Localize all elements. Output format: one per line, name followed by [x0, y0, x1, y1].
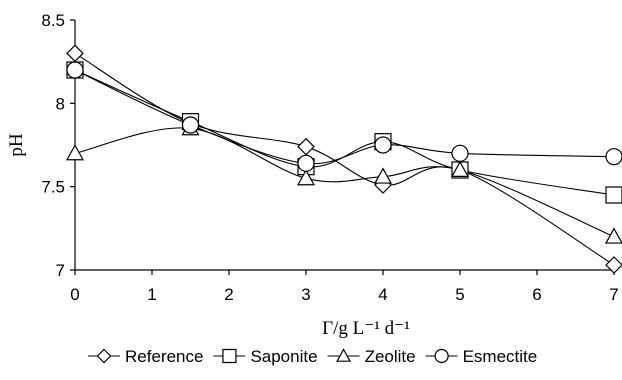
data-point-zeolite: [604, 227, 622, 244]
data-point-saponite: [605, 186, 622, 204]
series-line-saponite: [74, 69, 615, 196]
y-tick-label: 8.5: [41, 11, 65, 30]
x-tick-label: 1: [147, 285, 156, 304]
data-point-reference: [297, 137, 315, 156]
y-tick-label: 8: [56, 94, 65, 113]
y-tick-label: 7: [56, 261, 65, 280]
series-line-reference: [74, 52, 615, 266]
series-line-esmectite: [74, 69, 615, 165]
data-point-esmectite: [66, 61, 84, 79]
x-tick-label: 4: [378, 285, 387, 304]
x-tick-label: 3: [301, 285, 310, 304]
axes: [74, 20, 614, 271]
y-ticks: 7 7.5 8 8.5: [41, 11, 75, 280]
series-lines: [74, 52, 615, 266]
series-markers: [65, 44, 622, 274]
x-tick-label: 6: [532, 285, 541, 304]
data-point-zeolite: [65, 144, 85, 161]
legend-marker-reference: [96, 348, 112, 364]
legend-label-esmectite: Esmectite: [463, 347, 538, 366]
data-point-reference: [605, 256, 622, 274]
data-point-zeolite: [450, 160, 470, 177]
legend-marker-saponite: [222, 348, 237, 364]
data-point-esmectite: [605, 148, 622, 166]
series-line-zeolite: [74, 127, 615, 238]
x-tick-label: 7: [609, 285, 618, 304]
y-axis-label: pH: [6, 133, 27, 157]
legend-label-zeolite: Zeolite: [365, 347, 416, 366]
data-point-zeolite: [373, 167, 393, 184]
data-point-esmectite: [374, 136, 392, 154]
legend-marker-zeolite: [336, 348, 352, 362]
y-tick-label: 7.5: [41, 178, 65, 197]
data-point-zeolite: [296, 169, 316, 186]
data-point-esmectite: [451, 144, 469, 162]
legend-label-saponite: Saponite: [250, 347, 317, 366]
x-tick-label: 0: [70, 285, 79, 304]
x-ticks: 0 1 2 3 4 5 6 7: [70, 270, 619, 304]
legend-label-reference: Reference: [125, 347, 203, 366]
legend-marker-esmectite: [434, 348, 449, 364]
data-point-reference: [66, 44, 84, 63]
x-tick-label: 5: [455, 285, 464, 304]
x-axis-label: Γ/g L⁻¹ d⁻¹: [322, 318, 410, 339]
data-point-esmectite: [181, 116, 200, 134]
x-tick-label: 2: [224, 285, 233, 304]
legend: Reference Saponite Zeolite Esmectite: [88, 347, 537, 366]
data-point-esmectite: [297, 154, 315, 172]
